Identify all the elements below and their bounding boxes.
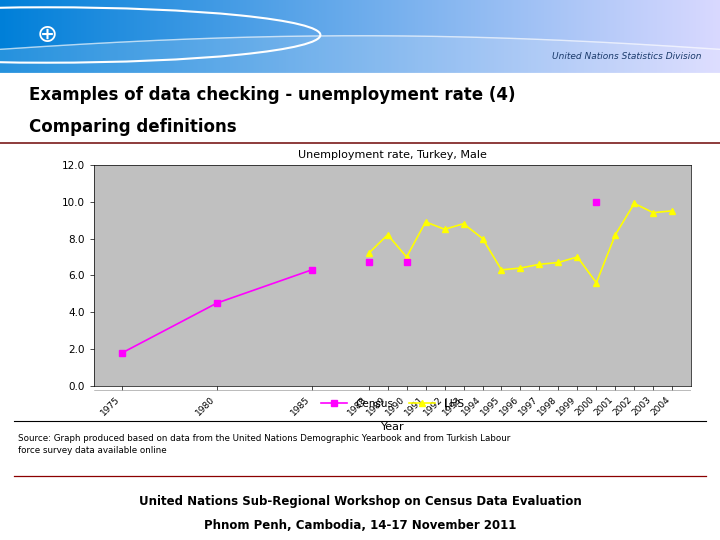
Text: ⊕: ⊕ <box>36 23 58 47</box>
Text: Source: Graph produced based on data from the United Nations Demographic Yearboo: Source: Graph produced based on data fro… <box>18 434 510 455</box>
Text: United Nations Sub-Regional Workshop on Census Data Evaluation: United Nations Sub-Regional Workshop on … <box>139 495 581 508</box>
Text: Comparing definitions: Comparing definitions <box>29 118 236 136</box>
Text: Phnom Penh, Cambodia, 14-17 November 2011: Phnom Penh, Cambodia, 14-17 November 201… <box>204 518 516 532</box>
Title: Unemployment rate, Turkey, Male: Unemployment rate, Turkey, Male <box>298 150 487 160</box>
Legend: Census, LHS: Census, LHS <box>317 395 468 413</box>
Text: |: | <box>444 397 447 410</box>
Text: United Nations Statistics Division: United Nations Statistics Division <box>552 52 702 62</box>
X-axis label: Year: Year <box>381 422 404 432</box>
Text: Examples of data checking - unemployment rate (4): Examples of data checking - unemployment… <box>29 86 516 104</box>
